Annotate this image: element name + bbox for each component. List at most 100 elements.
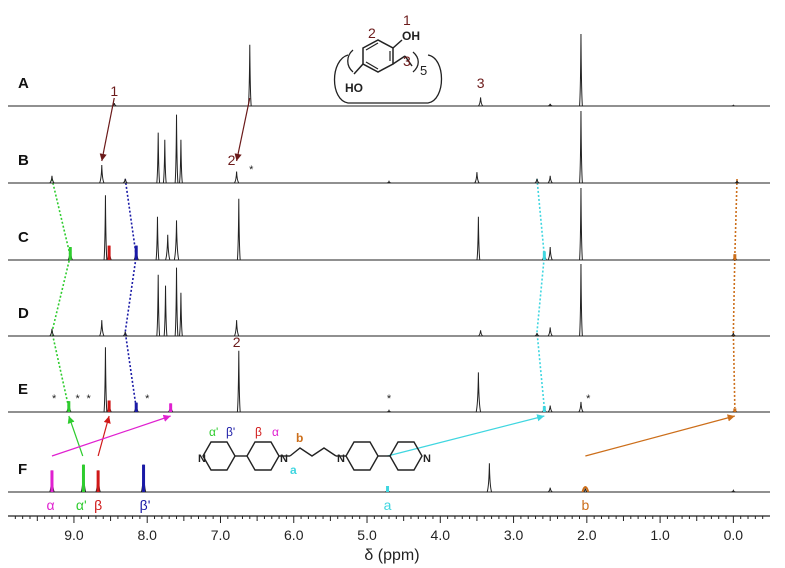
peak-B-10 <box>534 178 540 184</box>
peak-A-4 <box>579 33 583 107</box>
peak-label-10: b <box>581 497 589 513</box>
host-ch2-bond <box>392 55 406 65</box>
colored-peak-C-1 <box>107 245 111 260</box>
guest-label-alpha: α <box>272 425 279 439</box>
peak-C-8 <box>476 216 481 261</box>
x-tick-label-1: 8.0 <box>137 527 157 543</box>
peak-B-6 <box>179 139 183 184</box>
peak-D-7 <box>233 320 240 337</box>
peak-D-0 <box>49 328 55 337</box>
peak-B-7 <box>233 171 240 184</box>
colored-peak-E-5 <box>67 401 71 412</box>
peak-A-1 <box>247 44 252 107</box>
host-ho-bond <box>353 63 364 75</box>
peak-E-6 <box>386 409 392 413</box>
row-label-D: D <box>18 305 29 322</box>
guest-label-beta-prime: β' <box>226 425 235 439</box>
guest-peak-a <box>386 486 390 492</box>
peak-D-6 <box>179 292 183 337</box>
peak-C-1 <box>103 195 108 261</box>
shift-arrow-3 <box>97 415 111 457</box>
star-mark-1: * <box>52 393 57 405</box>
guest-nplus-right: N <box>337 453 345 465</box>
peak-D-11 <box>579 263 583 337</box>
row-label-B: B <box>18 152 29 169</box>
impurity-star-marks: * * * * * * * <box>52 164 591 405</box>
row-label-F: F <box>18 461 27 478</box>
peak-label-4: 2 <box>233 334 241 350</box>
guest-peak-b <box>581 486 590 493</box>
x-tick-label-9: 0.0 <box>724 527 744 543</box>
peak-labels: 1 2 3 2 2 α α' β β' a b <box>46 0 589 513</box>
peak-B-0 <box>49 175 55 184</box>
correlation-lines <box>51 178 738 409</box>
peak-C-5 <box>165 234 171 261</box>
host-bracket-right <box>412 51 419 73</box>
x-axis-label: δ (ppm) <box>364 547 419 564</box>
peak-D-5 <box>174 267 179 337</box>
guest-peak-colored-1 <box>81 464 85 492</box>
colored-peak-C-2 <box>134 245 138 260</box>
host-pos1-label: 1 <box>403 12 411 28</box>
guest-peak-colored-0 <box>50 470 54 492</box>
x-tick-label-4: 5.0 <box>357 527 377 543</box>
peak-label-7: β <box>94 497 102 513</box>
peak-B-1 <box>99 164 105 184</box>
row-label-E: E <box>18 381 28 398</box>
peak-D-9 <box>534 333 540 337</box>
peak-E-9 <box>547 405 553 413</box>
peak-C-10 <box>547 247 553 261</box>
guest-peak-colored-2 <box>96 470 100 492</box>
guest-n-left: N <box>198 453 206 465</box>
star-mark-3: * <box>86 393 91 405</box>
host-pos3-label: 3 <box>403 53 411 69</box>
peak-E-10 <box>578 401 584 413</box>
peak-C-11 <box>579 187 583 261</box>
x-tick-label-7: 2.0 <box>577 527 597 543</box>
peak-B-13 <box>734 180 740 184</box>
shift-arrow-2 <box>67 415 84 457</box>
peak-F-5 <box>486 463 493 493</box>
peak-B-9 <box>474 172 480 184</box>
peak-F-7 <box>582 488 588 493</box>
guest-pyridine-right <box>389 441 423 471</box>
peak-label-3: 2 <box>228 152 236 168</box>
star-mark-5: * <box>387 393 392 405</box>
host-ring-outline <box>334 54 442 104</box>
shift-arrows <box>51 97 735 457</box>
x-tick-label-0: 9.0 <box>64 527 84 543</box>
spectra-stack <box>8 33 770 493</box>
star-mark-0: * <box>249 164 254 176</box>
peak-F-6 <box>547 487 553 493</box>
colored-peak-E-9 <box>542 406 546 412</box>
spectrum-row-labels: A B C D E F <box>18 75 29 478</box>
x-tick-label-2: 7.0 <box>211 527 231 543</box>
colored-peak-E-8 <box>169 403 173 412</box>
guest-propyl-linker <box>289 447 337 457</box>
peak-F-8 <box>731 489 736 493</box>
peak-C-7 <box>236 198 241 261</box>
peak-E-7 <box>475 372 482 413</box>
peak-label-9: a <box>384 497 392 513</box>
peak-D-8 <box>478 330 484 337</box>
correlation-line-1 <box>124 178 138 409</box>
shift-arrow-6 <box>585 414 735 457</box>
guest-structure: N N N N α' β' β α a b <box>198 425 431 477</box>
shift-arrow-5 <box>387 414 545 457</box>
peak-B-5 <box>174 114 179 184</box>
x-tick-label-8: 1.0 <box>650 527 670 543</box>
peak-D-12 <box>730 333 736 337</box>
peak-label-6: α' <box>76 497 87 513</box>
x-tick-label-6: 3.0 <box>504 527 524 543</box>
peak-D-10 <box>547 327 553 337</box>
peak-B-4 <box>162 139 167 184</box>
x-tick-label-3: 6.0 <box>284 527 304 543</box>
peak-A-3 <box>547 103 553 107</box>
host-oh-label: OH <box>402 29 420 43</box>
peak-B-3 <box>156 132 161 184</box>
peak-label-8: β' <box>140 497 151 513</box>
peak-B-2 <box>122 178 128 184</box>
guest-label-beta: β <box>255 425 262 439</box>
